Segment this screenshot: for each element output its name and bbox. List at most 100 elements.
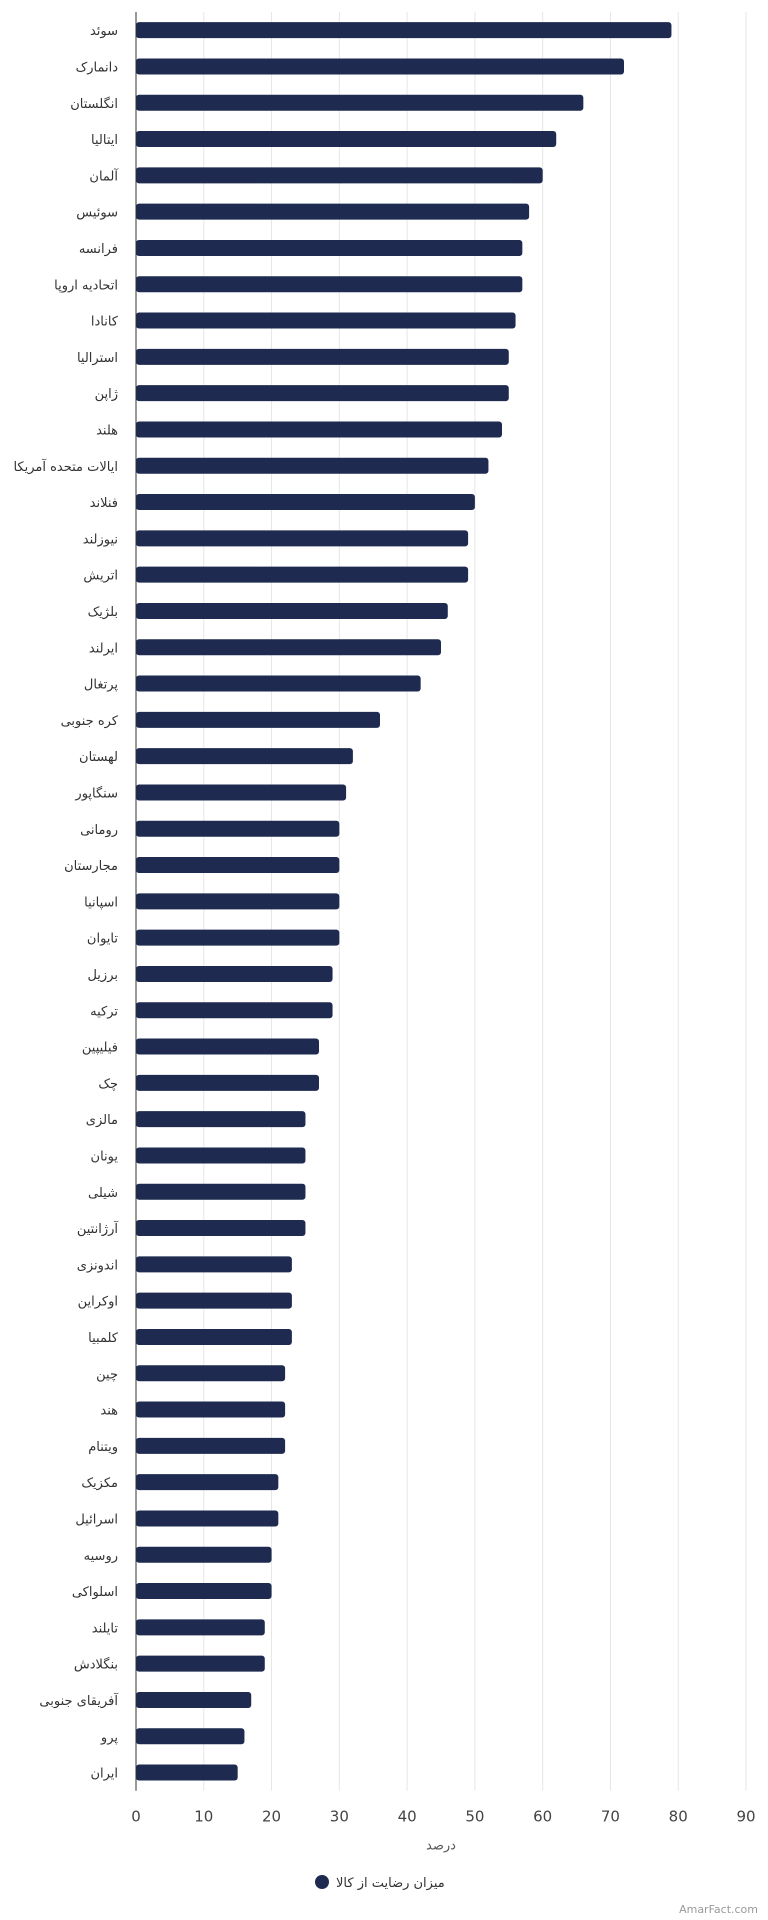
legend-marker-icon (315, 1875, 329, 1889)
bar[interactable] (136, 1728, 245, 1745)
category-label: ایرلند (89, 641, 118, 656)
category-label: کلمبیا (88, 1331, 119, 1346)
gridlines (203, 12, 747, 1791)
bar[interactable] (136, 1546, 272, 1563)
category-label: رومانی (80, 823, 118, 838)
bar[interactable] (136, 602, 448, 619)
bar[interactable] (136, 711, 380, 728)
bar[interactable] (136, 1510, 279, 1527)
category-label: لهستان (79, 750, 118, 765)
category-label: استرالیا (77, 351, 118, 366)
category-label: کره جنوبی (61, 714, 119, 729)
category-label: چک (98, 1077, 118, 1092)
bar[interactable] (136, 94, 584, 111)
bar[interactable] (136, 1583, 272, 1600)
bar[interactable] (136, 748, 353, 765)
bar[interactable] (136, 1437, 286, 1454)
category-label: ایران (90, 1767, 118, 1782)
bar[interactable] (136, 276, 523, 293)
bar[interactable] (136, 58, 624, 75)
category-label: چین (96, 1367, 118, 1382)
bar[interactable] (136, 1655, 265, 1672)
bar[interactable] (136, 530, 469, 547)
bar[interactable] (136, 1365, 286, 1382)
bar[interactable] (136, 421, 502, 438)
x-tick-label: 40 (398, 1808, 417, 1826)
category-label: اندونزی (77, 1258, 118, 1273)
category-label: آفریقای جنوبی (39, 1692, 119, 1709)
bar[interactable] (136, 1256, 292, 1273)
category-label: هند (100, 1404, 118, 1419)
bar[interactable] (136, 929, 340, 946)
x-tick-label: 70 (601, 1808, 620, 1826)
watermark: AmarFact.com (679, 1903, 758, 1916)
category-label: کانادا (91, 315, 119, 330)
bar[interactable] (136, 566, 469, 583)
bar[interactable] (136, 1401, 286, 1418)
category-label: تایلند (92, 1621, 119, 1636)
bar[interactable] (136, 239, 523, 256)
bar[interactable] (136, 1220, 306, 1237)
bar[interactable] (136, 167, 543, 184)
bar[interactable] (136, 1474, 279, 1491)
x-axis-title: درصد (426, 1839, 456, 1854)
bar[interactable] (136, 1619, 265, 1636)
category-label: فنلاند (90, 496, 118, 511)
bar[interactable] (136, 675, 421, 692)
category-label: اسلواکی (72, 1585, 118, 1600)
bar[interactable] (136, 494, 475, 511)
category-label: آلمان (89, 167, 119, 184)
x-tick-label: 20 (262, 1808, 281, 1826)
bar[interactable] (136, 820, 340, 837)
category-label: مجارستان (64, 859, 118, 874)
bar[interactable] (136, 857, 340, 874)
bar[interactable] (136, 457, 489, 474)
category-label: دانمارک (76, 60, 119, 75)
category-label: پرتغال (84, 678, 118, 693)
bar[interactable] (136, 1147, 306, 1164)
bar[interactable] (136, 1111, 306, 1128)
x-tick-label: 10 (194, 1808, 213, 1826)
bar[interactable] (136, 1328, 292, 1345)
category-label: سوئد (90, 24, 118, 39)
bar[interactable] (136, 131, 557, 148)
category-label: فیلیپین (82, 1041, 118, 1056)
bar[interactable] (136, 385, 509, 402)
x-tick-label: 30 (330, 1808, 349, 1826)
bar[interactable] (136, 1038, 319, 1055)
category-label: بلژیک (88, 605, 118, 620)
bar[interactable] (136, 639, 441, 656)
category-label: اتحادیه اروپا (54, 278, 118, 293)
category-label: ژاپن (95, 387, 118, 402)
category-label: آرژانتین (77, 1220, 120, 1237)
x-tick-label: 80 (669, 1808, 688, 1826)
bar[interactable] (136, 1002, 333, 1019)
x-tick-label: 50 (465, 1808, 484, 1826)
bar[interactable] (136, 893, 340, 910)
bar[interactable] (136, 1691, 252, 1708)
category-label: سوئیس (76, 206, 118, 221)
category-label: یونان (91, 1149, 119, 1164)
bar[interactable] (136, 1292, 292, 1309)
category-label: اتریش (83, 569, 118, 584)
category-label: شیلی (88, 1186, 118, 1201)
x-tick-label: 60 (533, 1808, 552, 1826)
category-label: هلند (96, 423, 118, 438)
category-label: اوکراین (78, 1295, 118, 1310)
x-tick-label: 90 (736, 1808, 755, 1826)
bar[interactable] (136, 348, 509, 365)
category-label: بنگلادش (74, 1657, 118, 1673)
category-label: ترکیه (90, 1004, 118, 1019)
legend-label: میزان رضایت از کالا (336, 1876, 445, 1891)
bar[interactable] (136, 22, 672, 39)
legend[interactable]: میزان رضایت از کالا (315, 1875, 445, 1891)
bar[interactable] (136, 1074, 319, 1091)
bar[interactable] (136, 203, 530, 220)
category-label: پرو (100, 1730, 118, 1745)
bar[interactable] (136, 312, 516, 329)
bar[interactable] (136, 1764, 238, 1781)
bar[interactable] (136, 1183, 306, 1200)
bar[interactable] (136, 965, 333, 982)
bar[interactable] (136, 784, 347, 801)
